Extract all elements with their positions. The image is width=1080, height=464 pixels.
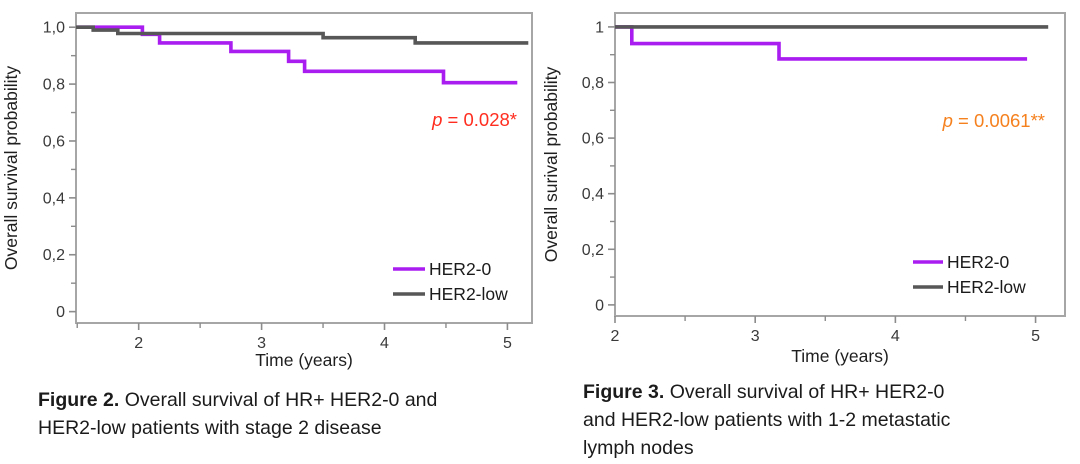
y-tick-label: 0,6 <box>43 133 65 150</box>
x-tick-label: 5 <box>503 335 512 352</box>
y-tick-label: 0,6 <box>582 131 604 148</box>
caption-line-1: Figure 2. Overall survival of HR+ HER2-0… <box>38 389 438 411</box>
figure-3-label: Figure 3. <box>583 381 665 403</box>
legend-label-HER2-0: HER2-0 <box>947 252 1010 272</box>
figure-3-panel: 2 3 4 5 Time (years) 0 0,2 0,4 0,6 0,8 1 Overall su… <box>540 0 1080 464</box>
legend-label-HER2-low: HER2-low <box>429 284 508 304</box>
km-chart-lymph-nodes: 2 3 4 5 Time (years) 0 0,2 0,4 0,6 0,8 1 Overall su… <box>541 12 1066 366</box>
figure-3-caption: Figure 3. Overall survival of HR+ HER2-0… <box>583 378 1077 462</box>
series-curve-HER2-low <box>76 25 529 45</box>
caption-line-1: Figure 3. Overall survival of HR+ HER2-0 <box>583 381 945 403</box>
caption-line-2: and HER2-low patients with 1-2 metastati… <box>583 409 951 431</box>
y-tick-label: 0 <box>595 297 604 314</box>
y-axis: 0 0,2 0,4 0,6 0,8 1,0 Overall survival probabi… <box>1 20 76 321</box>
x-tick-label: 3 <box>751 328 760 345</box>
figure-2-panel: 2 3 4 5 Time (years) 0 0,2 0,4 0,6 0,8 1,0 Overall … <box>1 12 538 442</box>
figure-2-caption: Figure 2. Overall survival of HR+ HER2-0… <box>38 386 538 442</box>
p-value-annotation: p = 0.0061** <box>942 110 1045 131</box>
legend-label-HER2-low: HER2-low <box>947 277 1026 297</box>
x-tick-label: 5 <box>1031 328 1040 345</box>
y-tick-label: 0,8 <box>582 75 604 92</box>
y-tick-label: 0,8 <box>43 77 65 94</box>
y-tick-label: 0,4 <box>582 186 604 203</box>
y-tick-label: 0,2 <box>582 242 604 259</box>
x-tick-label: 2 <box>611 328 620 345</box>
y-axis-title: Overall surival probability <box>541 67 561 263</box>
caption-line-2: HER2-low patients with stage 2 disease <box>38 417 382 439</box>
x-tick-label: 2 <box>134 335 143 352</box>
plot-frame <box>614 12 1066 317</box>
figure-2-label: Figure 2. <box>38 389 120 411</box>
x-axis-title: Time (years) <box>791 346 889 366</box>
caption-line-3: lymph nodes <box>583 437 694 459</box>
x-axis: 2 3 4 5 Time (years) <box>76 323 512 370</box>
x-tick-label: 3 <box>257 335 266 352</box>
plot-frame <box>75 12 533 324</box>
y-axis-title: Overall survival probability <box>1 66 21 270</box>
km-chart-stage2-disease: 2 3 4 5 Time (years) 0 0,2 0,4 0,6 0,8 1,0 Overall … <box>1 12 533 370</box>
x-tick-label: 4 <box>380 335 389 352</box>
y-tick-label: 0,2 <box>43 247 65 264</box>
x-axis: 2 3 4 5 Time (years) <box>611 316 1040 366</box>
y-tick-label: 0,4 <box>43 190 65 207</box>
y-tick-label: 1,0 <box>43 20 65 37</box>
y-axis: 0 0,2 0,4 0,6 0,8 1 Overall surival probabilit… <box>541 19 615 314</box>
x-tick-label: 4 <box>891 328 900 345</box>
p-value-annotation: p = 0.028* <box>431 109 517 130</box>
legend: HER2-0 HER2-low <box>913 252 1026 297</box>
series-curve-HER2-0 <box>77 25 518 85</box>
y-tick-label: 1 <box>595 19 604 36</box>
legend: HER2-0 HER2-low <box>393 259 508 304</box>
y-tick-label: 0 <box>56 304 65 321</box>
x-axis-title: Time (years) <box>255 350 353 370</box>
legend-label-HER2-0: HER2-0 <box>429 259 492 279</box>
series-curve-HER2-0 <box>615 25 1028 61</box>
